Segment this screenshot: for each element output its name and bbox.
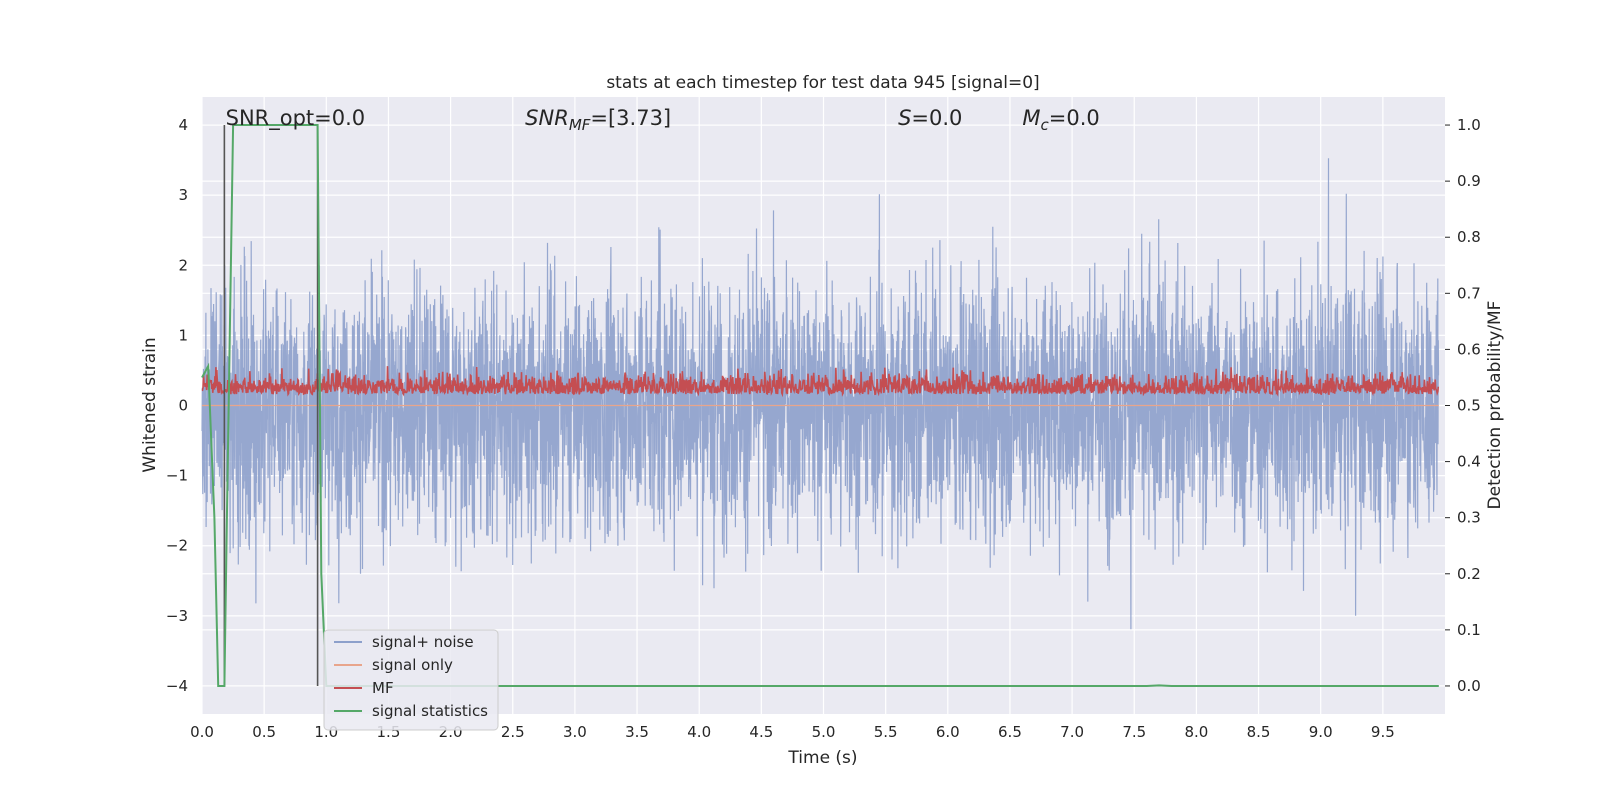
x-tick-label: 9.5 — [1371, 723, 1395, 741]
y-tick-label: 3 — [178, 186, 188, 204]
y-tick-label: 2 — [178, 256, 188, 274]
y-tick-label: 1 — [178, 326, 188, 344]
series-line-mf — [201, 366, 1440, 398]
legend: signal+ noise signal only MF signal statist… — [323, 629, 499, 731]
annotation-snr-mf: SNRMF=[3.73] — [525, 106, 671, 134]
y2-tick-label: 0.9 — [1457, 172, 1481, 190]
x-tick-label: 3.5 — [625, 723, 649, 741]
annotation-part: MF — [569, 116, 591, 134]
x-tick-label: 5.0 — [812, 723, 836, 741]
x-tick-label: 9.0 — [1309, 723, 1333, 741]
annotation-mc-value: Mc=0.0 — [1022, 106, 1099, 134]
x-tick-label: 6.0 — [936, 723, 960, 741]
x-tick-label: 8.5 — [1247, 723, 1271, 741]
series-line-signal-noise — [201, 158, 1440, 630]
annotations: SNR_opt=0.0 SNRMF=[3.73] S=0.0 Mc=0.0 — [226, 106, 1100, 134]
y2-tick-label: 1.0 — [1457, 116, 1481, 134]
annotation-part: c — [1041, 116, 1050, 134]
y-tick-label: 4 — [178, 116, 188, 134]
x-tick-label: 3.0 — [563, 723, 587, 741]
annotation-part: =0.0 — [1049, 106, 1100, 130]
x-tick-label: 7.5 — [1122, 723, 1146, 741]
y2-tick-label: 0.6 — [1457, 340, 1481, 358]
y-tick-label: −4 — [166, 677, 188, 695]
y-tick-label: −2 — [166, 537, 188, 555]
series-line-signal-statistics — [201, 124, 1439, 687]
x-tick-label: 8.0 — [1184, 723, 1208, 741]
x-tick-label: 0.5 — [252, 723, 276, 741]
y2-tick-label: 0.3 — [1457, 509, 1481, 527]
legend-box — [323, 629, 499, 731]
x-tick-label: 4.5 — [749, 723, 773, 741]
annotation-part: SNR_opt=0.0 — [226, 106, 366, 131]
annotation-part: M — [1022, 106, 1040, 130]
y2-ticks: 1.0 0.9 0.8 0.7 0.6 0.5 0.4 0.3 0.2 0.1 0.0 — [1445, 116, 1481, 695]
y2-tick-label: 0.4 — [1457, 453, 1481, 471]
y-tick-label: 0 — [178, 397, 188, 415]
y2-tick-label: 0.7 — [1457, 284, 1481, 302]
annotation-part: SNR — [525, 106, 569, 130]
y2-tick-label: 0.0 — [1457, 677, 1481, 695]
legend-label: signal+ noise — [372, 633, 474, 651]
x-tick-label: 5.5 — [874, 723, 898, 741]
y2-tick-label: 0.8 — [1457, 228, 1481, 246]
y2-axis-label: Detection probability/MF — [1485, 301, 1505, 510]
y-axis-label: Whitened strain — [140, 337, 160, 472]
y-tick-label: −1 — [166, 467, 188, 485]
mf-series — [201, 366, 1440, 398]
annotation-snr-opt: SNR_opt=0.0 — [226, 106, 366, 131]
x-tick-label: 7.0 — [1060, 723, 1084, 741]
x-tick-label: 6.5 — [998, 723, 1022, 741]
x-tick-label: 0.0 — [190, 723, 214, 741]
x-tick-label: 4.0 — [687, 723, 711, 741]
noise-series — [201, 158, 1440, 630]
annotation-part: =[3.73] — [590, 106, 671, 130]
annotation-part: =0.0 — [911, 106, 962, 130]
legend-label: signal only — [372, 656, 453, 674]
x-axis-label: Time (s) — [787, 748, 857, 768]
y2-tick-label: 0.5 — [1457, 397, 1481, 415]
chart-title: stats at each timestep for test data 945… — [606, 73, 1039, 93]
y-tick-label: −3 — [166, 607, 188, 625]
annotation-s-value: S=0.0 — [898, 106, 962, 130]
signal-statistics-series — [201, 124, 1439, 687]
y-ticks: 4 3 2 1 0 −1 −2 −3 −4 — [166, 116, 188, 695]
annotation-part: S — [898, 106, 911, 130]
legend-label: signal statistics — [372, 702, 488, 720]
y2-tick-label: 0.1 — [1457, 621, 1481, 639]
legend-label: MF — [372, 679, 394, 697]
x-tick-label: 2.5 — [501, 723, 525, 741]
y2-tick-label: 0.2 — [1457, 565, 1481, 583]
